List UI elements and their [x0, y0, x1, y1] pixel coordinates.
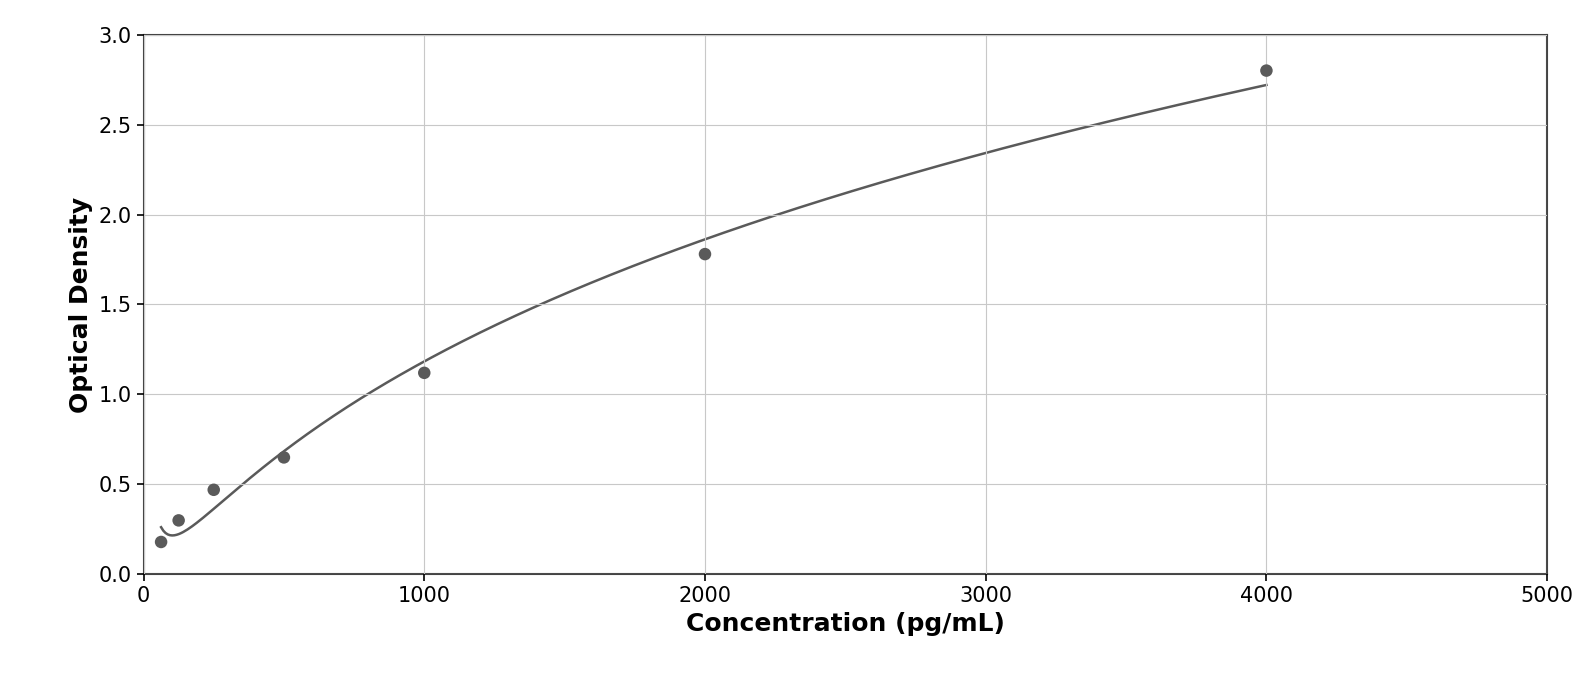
X-axis label: Concentration (pg/mL): Concentration (pg/mL) — [686, 612, 1005, 636]
Point — [166, 515, 191, 526]
Point — [201, 484, 226, 495]
Point — [692, 248, 718, 260]
Point — [1254, 65, 1279, 76]
Point — [271, 452, 297, 463]
Point — [148, 536, 174, 547]
Point — [412, 367, 437, 379]
Y-axis label: Optical Density: Optical Density — [69, 197, 93, 412]
